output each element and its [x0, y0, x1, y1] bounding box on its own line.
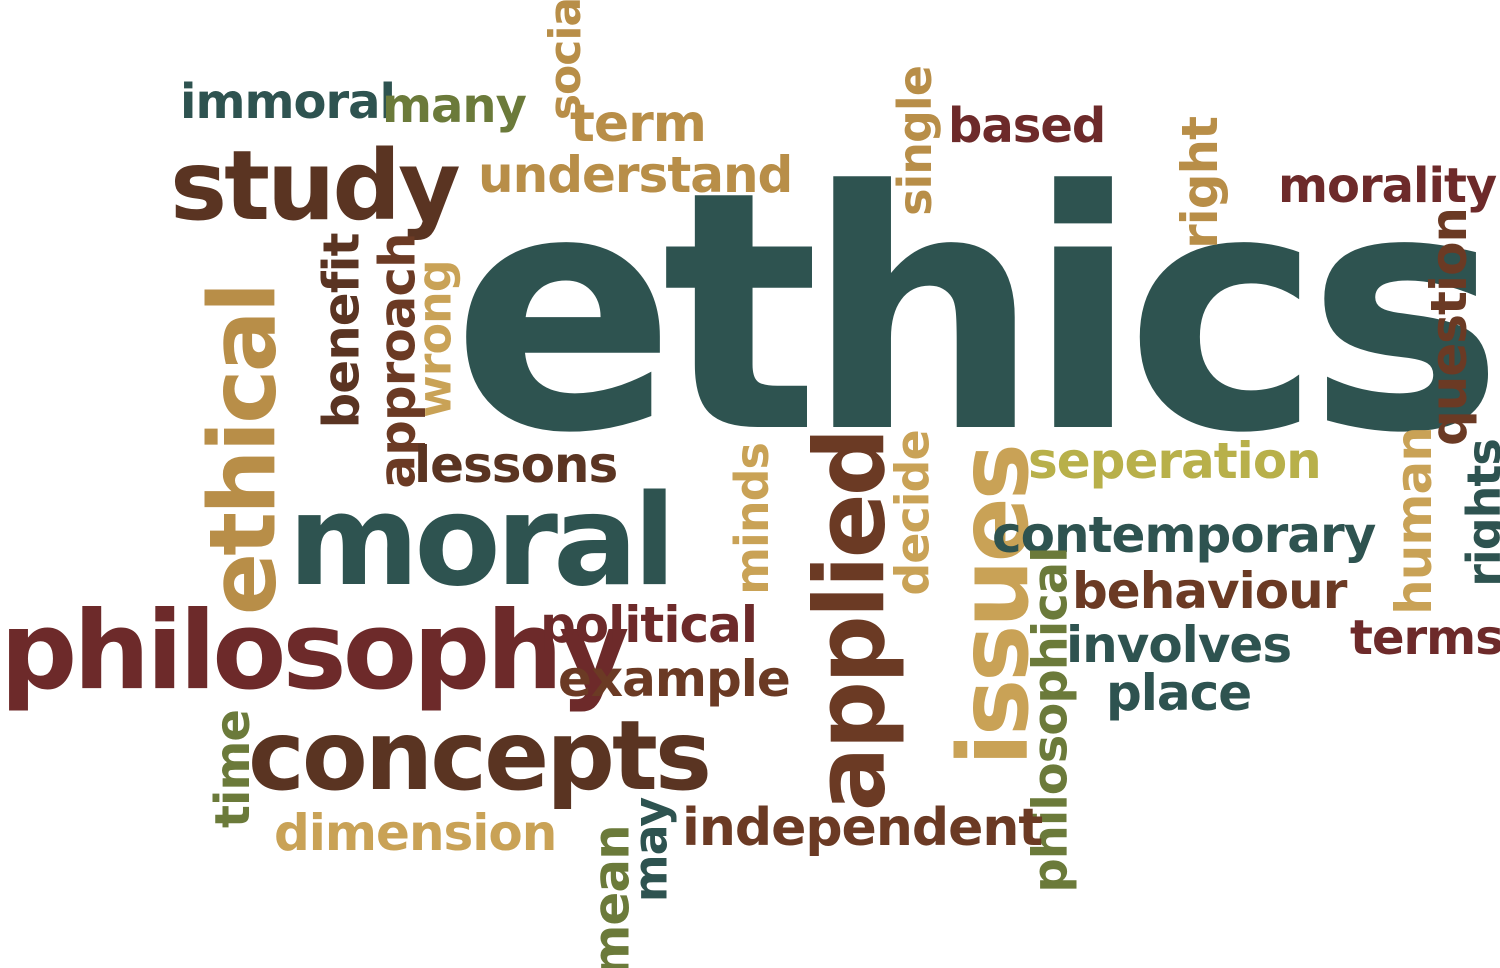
word-term: term: [570, 94, 707, 154]
word-terms: terms: [1350, 610, 1500, 666]
word-wrong: wrong: [407, 260, 462, 418]
word-minds: minds: [724, 443, 779, 595]
word-benefit: benefit: [312, 233, 371, 429]
word-study: study: [170, 130, 461, 242]
word-behaviour: behaviour: [1072, 562, 1347, 620]
word-involves: involves: [1066, 616, 1292, 674]
word-place: place: [1106, 664, 1252, 722]
word-immoral: immoral: [180, 74, 396, 130]
word-morality: morality: [1278, 158, 1497, 214]
word-ethical: ethical: [189, 284, 297, 616]
word-example: example: [558, 650, 791, 708]
word-question: question: [1420, 207, 1479, 447]
word-political: political: [540, 596, 758, 654]
word-ethics: ethics: [452, 121, 1500, 505]
word-single: single: [887, 66, 942, 216]
word-rights: rights: [1456, 439, 1500, 587]
word-understand: understand: [478, 146, 793, 204]
word-contemporary: contemporary: [992, 506, 1376, 564]
word-many: many: [382, 78, 527, 134]
word-right: right: [1171, 116, 1230, 250]
word-concepts: concepts: [248, 700, 712, 812]
word-lessons: lessons: [414, 436, 618, 494]
word-dimension: dimension: [274, 804, 557, 862]
word-moral: moral: [288, 467, 676, 614]
word-applied: applied: [794, 430, 907, 812]
word-seperation: seperation: [1028, 432, 1322, 490]
word-mean: mean: [582, 825, 641, 968]
word-based: based: [948, 98, 1106, 154]
word-human: human: [1384, 427, 1443, 615]
word-philosophy: philosophy: [0, 589, 630, 714]
word-decide: decide: [885, 430, 940, 596]
word-independent: independent: [682, 798, 1043, 858]
